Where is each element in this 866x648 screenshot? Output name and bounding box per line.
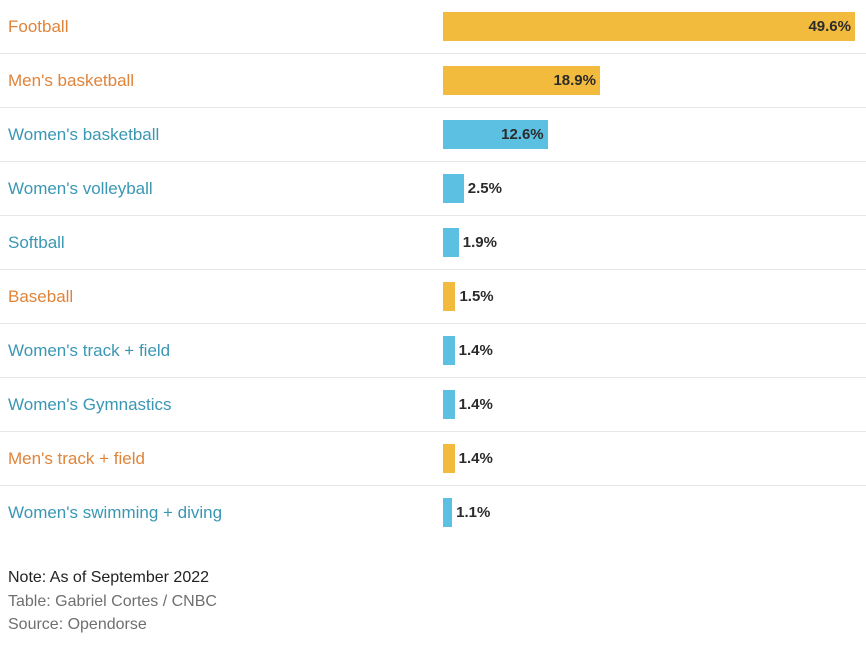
value-label: 1.4% — [458, 342, 493, 359]
value-label: 12.6% — [501, 126, 544, 143]
bar — [443, 66, 600, 95]
source-credit: Source: Opendorse — [8, 616, 147, 633]
category-label: Women's basketball — [8, 125, 160, 144]
category-label: Women's swimming + diving — [8, 503, 223, 522]
value-label: 1.1% — [456, 504, 491, 521]
bar — [443, 282, 456, 311]
category-label: Women's volleyball — [8, 179, 153, 198]
category-label: Softball — [8, 233, 65, 252]
value-label: 1.4% — [458, 396, 493, 413]
category-label: Women's track + field — [8, 341, 171, 360]
chart-row: Women's track + field 1.4% — [0, 324, 866, 378]
chart-row: Women's Gymnastics 1.4% — [0, 378, 866, 432]
bar — [443, 228, 459, 257]
chart-note: Note: As of September 2022 — [8, 569, 210, 586]
bar-chart: Football 49.6% Men's basketball 18.9% Women'… — [0, 0, 866, 540]
bar — [443, 390, 455, 419]
chart-row: Football 49.6% — [0, 0, 866, 54]
value-label: 1.4% — [458, 450, 493, 467]
value-label: 49.6% — [808, 18, 851, 35]
bar — [443, 174, 464, 203]
bar — [443, 12, 855, 41]
category-label: Baseball — [8, 287, 74, 306]
category-label: Men's basketball — [8, 71, 135, 90]
bar — [443, 498, 453, 527]
chart-row: Women's volleyball 2.5% — [0, 162, 866, 216]
value-label: 1.5% — [459, 288, 494, 305]
bar — [443, 120, 548, 149]
chart-row: Baseball 1.5% — [0, 270, 866, 324]
chart-row: Women's basketball 12.6% — [0, 108, 866, 162]
value-label: 18.9% — [553, 72, 596, 89]
chart-footer: Note: As of September 2022 Table: Gabrie… — [8, 566, 858, 636]
category-label: Men's track + field — [8, 449, 145, 468]
bar — [443, 444, 455, 473]
chart-row: Men's basketball 18.9% — [0, 54, 866, 108]
chart-row: Softball 1.9% — [0, 216, 866, 270]
chart-row: Men's track + field 1.4% — [0, 432, 866, 486]
category-label: Women's Gymnastics — [8, 395, 172, 414]
category-label: Football — [8, 17, 69, 36]
chart-row: Women's swimming + diving 1.1% — [0, 486, 866, 540]
value-label: 1.9% — [462, 234, 497, 251]
table-credit: Table: Gabriel Cortes / CNBC — [8, 593, 217, 610]
value-label: 2.5% — [467, 180, 502, 197]
bar — [443, 336, 455, 365]
